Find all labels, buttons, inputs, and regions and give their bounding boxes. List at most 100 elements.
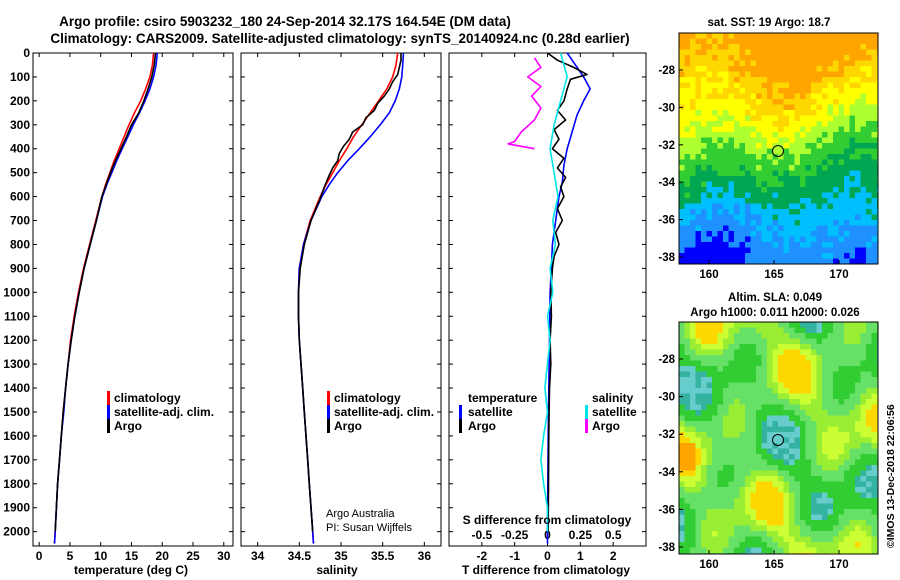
map-cell [783, 388, 789, 394]
map-cell [789, 399, 795, 405]
map-cell [728, 203, 734, 209]
map-cell [849, 71, 855, 77]
map-cell [849, 542, 855, 548]
map-cell [695, 38, 701, 44]
map-cell [805, 322, 811, 328]
map-cell [816, 536, 822, 542]
map-cell [816, 115, 822, 121]
map-cell [701, 71, 707, 77]
map-cell [772, 115, 778, 121]
map-cell [822, 231, 828, 237]
map-cell [844, 371, 850, 377]
map-cell [756, 82, 762, 88]
map-cell [849, 88, 855, 94]
map-cell [761, 176, 767, 182]
map-cell [679, 481, 685, 487]
map-cell [772, 242, 778, 248]
map-cell [750, 404, 756, 410]
map-cell [745, 115, 751, 121]
map-cell [855, 547, 861, 553]
map-cell [717, 536, 723, 542]
difference-legend: temperature satellite Argo salinity sate… [459, 391, 637, 433]
map-cell [844, 432, 850, 438]
map-cell [789, 236, 795, 242]
map-cell [684, 236, 690, 242]
map-cell [805, 49, 811, 55]
map-cell [800, 432, 806, 438]
map-cell [701, 470, 707, 476]
map-cell [739, 536, 745, 542]
map-cell [849, 344, 855, 350]
map-cell [695, 71, 701, 77]
map-cell [789, 110, 795, 116]
map-cell [684, 209, 690, 215]
map-cell [855, 360, 861, 366]
map-cell [745, 203, 751, 209]
map-cell [723, 148, 729, 154]
map-cell [712, 536, 718, 542]
map-cell [827, 498, 833, 504]
map-cell [679, 415, 685, 421]
map-cell [827, 71, 833, 77]
map-cell [717, 137, 723, 143]
map-cell [756, 49, 762, 55]
map-cell [701, 366, 707, 372]
map-cell [816, 360, 822, 366]
map-cell [833, 404, 839, 410]
map-cell [794, 509, 800, 515]
map-cell [860, 487, 866, 493]
map-cell [734, 192, 740, 198]
map-cell [822, 547, 828, 553]
map-cell [822, 253, 828, 259]
map-cell [871, 514, 877, 520]
map-cell [706, 225, 712, 231]
map-cell [684, 536, 690, 542]
map-cell [734, 49, 740, 55]
map-cell [756, 393, 762, 399]
map-cell [767, 93, 773, 99]
map-cell [767, 49, 773, 55]
map-cell [717, 525, 723, 531]
x-tick-label: 34.5 [288, 549, 312, 563]
map-cell [789, 327, 795, 333]
salinity-depth-ticks [241, 52, 441, 533]
map-cell [838, 154, 844, 160]
map-cell [750, 159, 756, 165]
map-cell [789, 503, 795, 509]
map-cell [745, 399, 751, 405]
map-cell [805, 159, 811, 165]
map-cell [756, 547, 762, 553]
depth-tick-label: 2000 [3, 525, 30, 539]
map-cell [866, 531, 872, 537]
map-cell [805, 465, 811, 471]
map-cell [745, 459, 751, 465]
map-cell [860, 121, 866, 127]
map-cell [695, 214, 701, 220]
map-cell [772, 132, 778, 138]
map-cell [849, 82, 855, 88]
map-cell [844, 214, 850, 220]
map-cell [728, 509, 734, 515]
map-cell [761, 148, 767, 154]
map-cell [844, 253, 850, 259]
map-cell [750, 448, 756, 454]
map-cell [833, 360, 839, 366]
map-cell [695, 399, 701, 405]
map-cell [728, 88, 734, 94]
map-cell [767, 371, 773, 377]
map-cell [805, 214, 811, 220]
map-cell [789, 404, 795, 410]
map-cell [871, 44, 877, 50]
map-cell [701, 459, 707, 465]
map-cell [816, 514, 822, 520]
map-cell [767, 432, 773, 438]
map-cell [849, 459, 855, 465]
map-cell [767, 360, 773, 366]
map-cell [816, 137, 822, 143]
map-cell [684, 49, 690, 55]
map-cell [783, 170, 789, 176]
map-cell [844, 404, 850, 410]
map-cell [816, 393, 822, 399]
x-tick-label: 2 [610, 549, 617, 563]
map-cell [838, 487, 844, 493]
